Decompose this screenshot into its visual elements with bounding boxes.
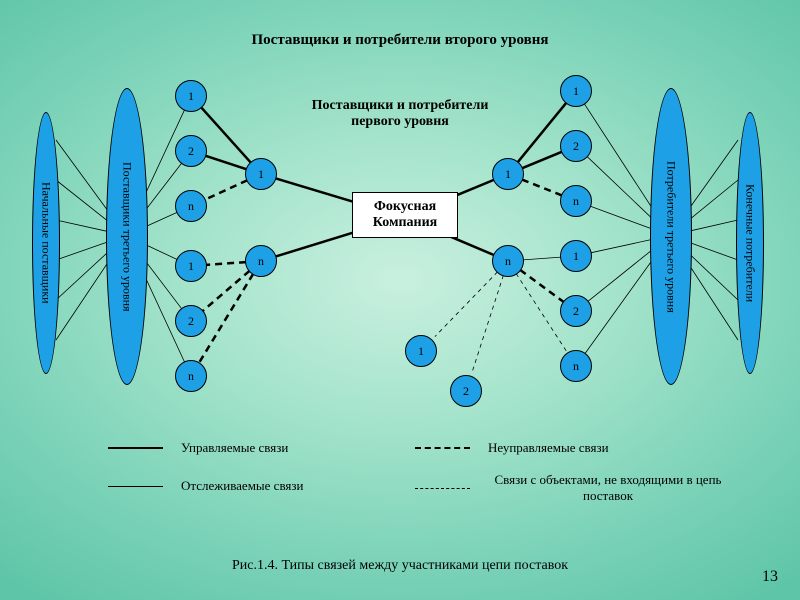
- legend-label: Управляемые связи: [181, 440, 288, 456]
- legend-item-3: Связи с объектами, не входящими в цепь п…: [415, 472, 728, 504]
- node-r1b: n: [492, 245, 524, 277]
- node-l2b2: 2: [175, 305, 207, 337]
- node-r2a1: 1: [560, 75, 592, 107]
- node-l2an: n: [175, 190, 207, 222]
- figure-caption: Рис.1.4. Типы связей между участниками ц…: [0, 558, 800, 574]
- node-r2bn: n: [560, 350, 592, 382]
- node-l2a2: 2: [175, 135, 207, 167]
- node-ext1: 1: [405, 335, 437, 367]
- node-r2a2: 2: [560, 130, 592, 162]
- legend-item-1: Неуправляемые связи: [415, 440, 609, 456]
- legend-item-0: Управляемые связи: [108, 440, 288, 456]
- node-l1a: 1: [245, 158, 277, 190]
- node-l2a1: 1: [175, 80, 207, 112]
- legend-label: Связи с объектами, не входящими в цепь п…: [488, 472, 728, 504]
- ellipse-e4: Конечные потребители: [736, 112, 764, 374]
- ellipse-e3: Потребители третьего уровня: [650, 88, 692, 385]
- focus-company-box: ФокуснаяКомпания: [352, 192, 458, 238]
- node-l1b: n: [245, 245, 277, 277]
- node-ext2: 2: [450, 375, 482, 407]
- node-l2bn: n: [175, 360, 207, 392]
- legend-label: Отслеживаемые связи: [181, 478, 304, 494]
- legend-item-2: Отслеживаемые связи: [108, 478, 304, 494]
- node-r1a: 1: [492, 158, 524, 190]
- ellipse-e1: Начальные поставщики: [32, 112, 60, 374]
- page-number: 13: [762, 568, 778, 586]
- node-l2b1: 1: [175, 250, 207, 282]
- ellipse-e2: Поставщики третьего уровня: [106, 88, 148, 385]
- node-r2b1: 1: [560, 240, 592, 272]
- node-r2b2: 2: [560, 295, 592, 327]
- legend-label: Неуправляемые связи: [488, 440, 609, 456]
- node-r2an: n: [560, 185, 592, 217]
